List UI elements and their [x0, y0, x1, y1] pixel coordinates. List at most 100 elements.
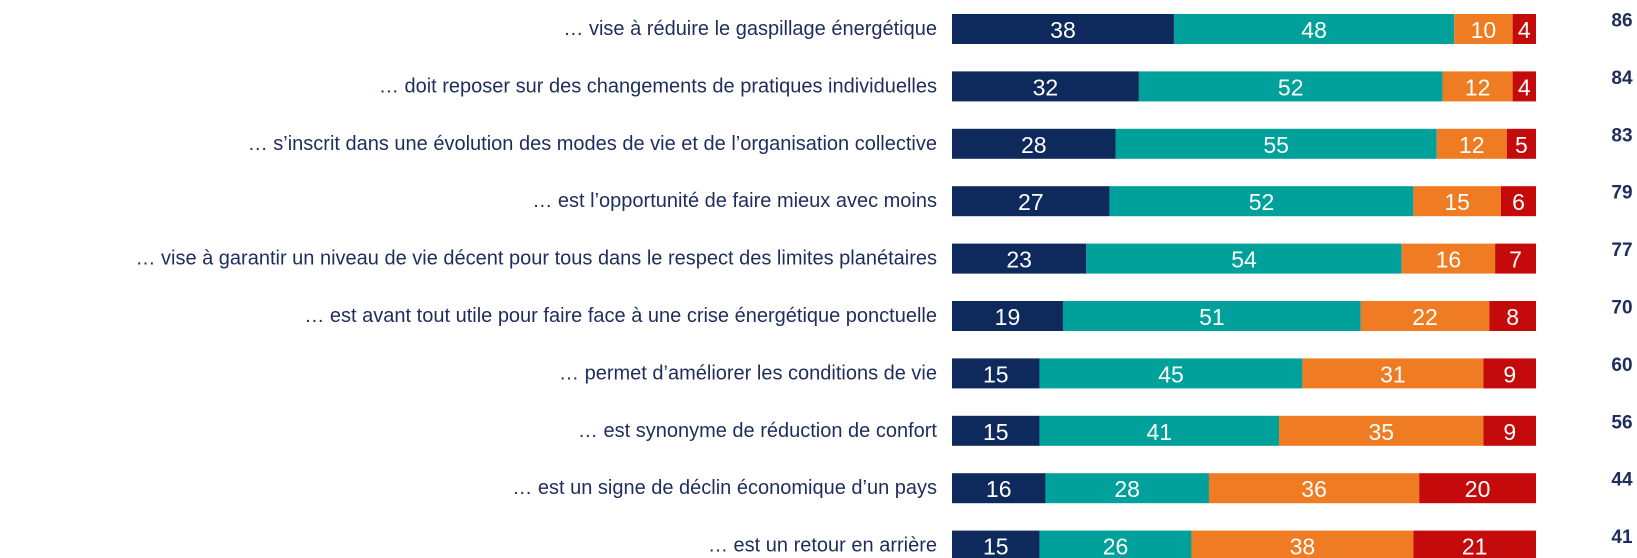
value-label: 38: [1050, 17, 1076, 43]
bar-segment: [1454, 14, 1513, 44]
bar-segment: [1483, 358, 1536, 389]
category-label: … est avant tout utile pour faire face à…: [304, 305, 937, 327]
bar-segment: [1512, 71, 1536, 102]
value-label: 22: [1412, 304, 1438, 330]
value-label: 12: [1465, 74, 1491, 100]
total-label: 86: [1611, 11, 1632, 32]
category-label: … est un retour en arrière: [708, 535, 937, 557]
total-label: 70: [1611, 298, 1632, 319]
value-label: 4: [1518, 74, 1531, 100]
bar-segment: [1413, 186, 1501, 217]
category-label: … est un signe de déclin économique d’un…: [512, 477, 937, 499]
category-label: … s’inscrit dans une évolution des modes…: [248, 133, 937, 155]
bar-segment: [1442, 71, 1513, 102]
total-label: 44: [1611, 470, 1633, 491]
bar-segment: [1062, 301, 1361, 331]
bar-segment: [1489, 301, 1536, 331]
bar-segment: [1173, 14, 1455, 44]
bar-segment: [952, 71, 1139, 102]
value-label: 6: [1512, 189, 1525, 215]
value-label: 28: [1021, 132, 1047, 158]
bar-segment: [1138, 71, 1443, 102]
total-label: 79: [1611, 183, 1632, 204]
value-label: 32: [1033, 74, 1059, 100]
value-label: 15: [1444, 189, 1470, 215]
value-label: 5: [1515, 132, 1528, 158]
value-label: 35: [1368, 419, 1394, 445]
value-label: 41: [1147, 419, 1173, 445]
bar-segment: [952, 128, 1116, 159]
value-label: 52: [1278, 74, 1304, 100]
category-label: … doit reposer sur des changements de pr…: [379, 75, 937, 97]
bar-segment: [952, 186, 1110, 217]
value-label: 7: [1509, 247, 1522, 273]
value-label: 15: [983, 361, 1009, 387]
value-label: 20: [1465, 476, 1491, 502]
category-label: … est synonyme de réduction de confort: [578, 420, 938, 442]
bar-segment: [1302, 358, 1484, 389]
value-label: 16: [986, 476, 1012, 502]
value-label: 9: [1503, 361, 1516, 387]
value-label: 10: [1471, 17, 1497, 43]
value-label: 28: [1114, 476, 1140, 502]
value-label: 31: [1380, 361, 1406, 387]
total-label: 41: [1611, 527, 1633, 548]
value-label: 26: [1103, 534, 1129, 558]
bar-segment: [1115, 128, 1437, 159]
bar-segment: [1208, 473, 1420, 504]
bar-segment: [1401, 243, 1496, 274]
value-label: 23: [1006, 247, 1032, 273]
value-label: 15: [983, 419, 1009, 445]
category-label: … permet d’améliorer les conditions de v…: [559, 362, 937, 384]
value-label: 51: [1199, 304, 1225, 330]
bar-segment: [952, 301, 1063, 331]
bar-segment: [1419, 473, 1536, 504]
value-label: 52: [1249, 189, 1275, 215]
category-label: … vise à garantir un niveau de vie décen…: [135, 248, 937, 270]
total-label: 84: [1611, 68, 1633, 89]
bar-segment: [952, 243, 1087, 274]
bar-segment: [1483, 415, 1536, 446]
total-label: 56: [1611, 412, 1632, 433]
bar-segment: [1039, 358, 1303, 389]
bar-segment: [952, 473, 1046, 504]
bar-segment: [1360, 301, 1490, 331]
value-label: 21: [1462, 534, 1488, 558]
value-label: 8: [1506, 304, 1519, 330]
total-label: 60: [1611, 355, 1632, 376]
bar-segment: [1512, 14, 1536, 44]
value-label: 19: [995, 304, 1021, 330]
value-label: 55: [1263, 132, 1289, 158]
bar-segment: [1191, 530, 1414, 558]
bar-segment: [1039, 415, 1280, 446]
total-label: 83: [1611, 125, 1632, 146]
bar-segment: [952, 530, 1040, 558]
value-label: 38: [1290, 534, 1316, 558]
category-label: … est l’opportunité de faire mieux avec …: [532, 190, 937, 212]
bar-segment: [952, 14, 1174, 44]
total-label: 77: [1611, 240, 1632, 261]
value-label: 45: [1158, 361, 1184, 387]
value-label: 9: [1503, 419, 1516, 445]
bar-segment: [1500, 186, 1536, 217]
bar-segment: [1506, 128, 1536, 159]
value-label: 48: [1301, 17, 1327, 43]
value-label: 16: [1436, 247, 1462, 273]
category-label: … vise à réduire le gaspillage énergétiq…: [563, 18, 937, 40]
bar-segment: [1109, 186, 1414, 217]
value-label: 36: [1301, 476, 1327, 502]
value-label: 15: [983, 534, 1009, 558]
bar-segment: [1413, 530, 1536, 558]
bar-segment: [1436, 128, 1507, 159]
bar-segment: [1039, 530, 1192, 558]
bar-segment: [1495, 243, 1536, 274]
value-label: 27: [1018, 189, 1044, 215]
bar-segment: [1045, 473, 1209, 504]
bar-segment: [1279, 415, 1484, 446]
value-label: 4: [1518, 17, 1531, 43]
value-label: 54: [1231, 247, 1257, 273]
bar-segment: [952, 358, 1040, 389]
bar-segment: [952, 415, 1040, 446]
value-label: 12: [1459, 132, 1485, 158]
